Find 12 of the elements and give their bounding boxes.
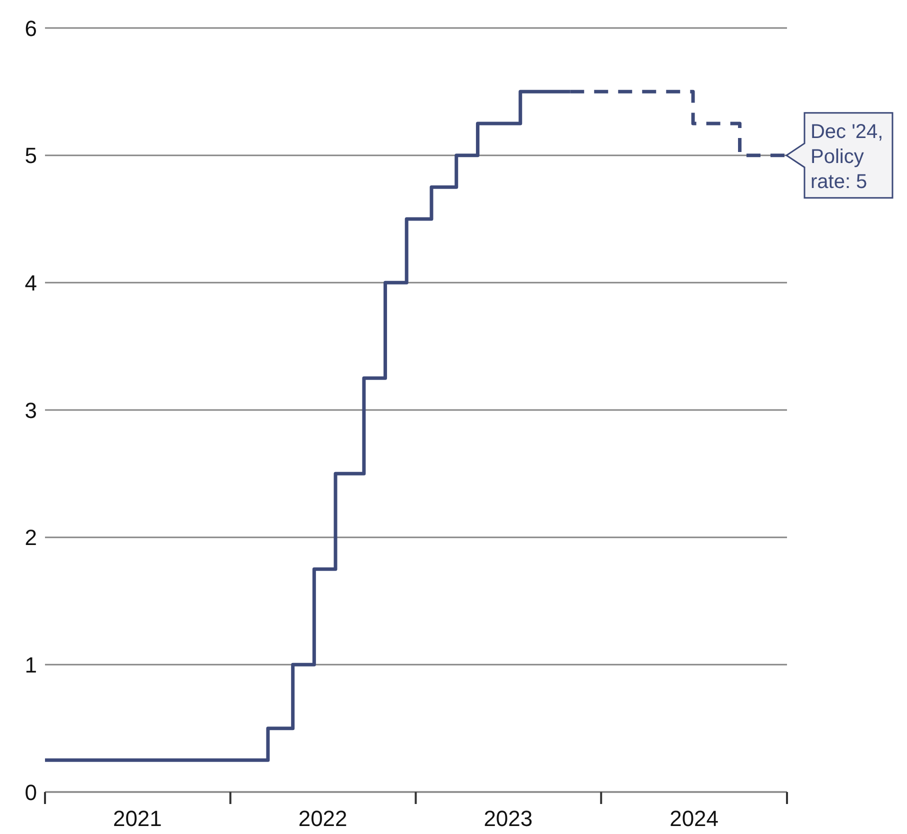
x-tick-label: 2024 [670,806,719,831]
annotation: Dec '24, Policy rate: 5 [810,120,884,193]
y-tick-label: 6 [24,16,37,41]
y-tick-label: 2 [24,525,37,550]
x-tick-label: 2023 [484,806,533,831]
x-tick-label: 2021 [112,806,162,831]
y-tick-label: 0 [24,780,37,805]
y-tick-label: 4 [24,270,37,296]
x-tick-label: 2022 [298,806,348,831]
y-tick-label: 1 [24,652,37,678]
y-tick-label: 3 [24,398,37,423]
y-tick-label: 5 [24,143,37,168]
